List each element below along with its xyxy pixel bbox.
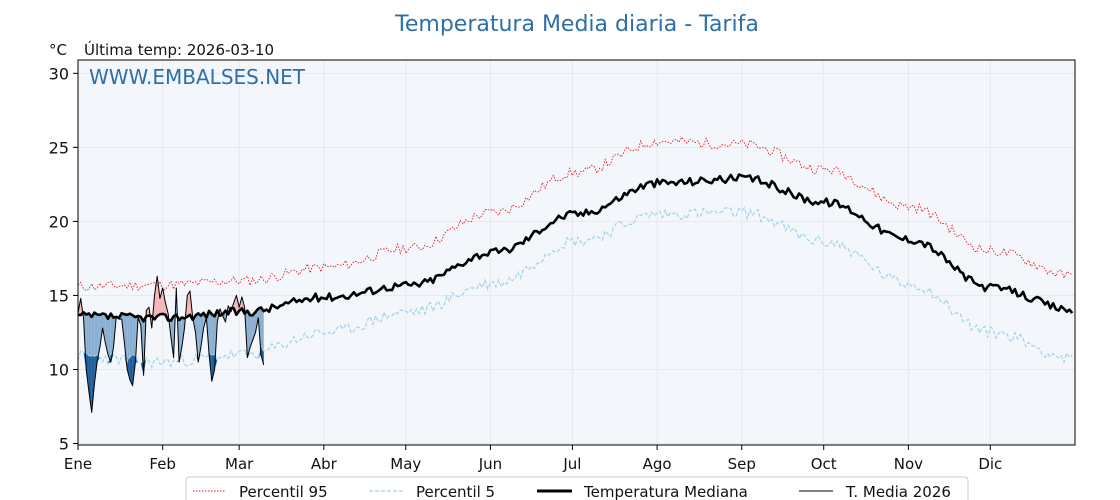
fill-below-median (247, 310, 251, 358)
fill-below-median (99, 313, 103, 348)
plot-frame (77, 59, 1076, 446)
legend-label-current: T. Media 2026 (845, 483, 951, 500)
fill-above-median (187, 291, 190, 317)
x-tick-label: Ago (643, 455, 672, 473)
chart-title: Temperatura Media diaria - Tarifa (394, 12, 759, 37)
fill-below-p5 (91, 356, 95, 413)
series-lines (77, 136, 1074, 413)
last-temp-label: Última temp: 2026-03-10 (84, 40, 274, 59)
x-tick-label: Feb (149, 455, 176, 473)
legend: Percentil 95 Percentil 5 Temperatura Med… (185, 476, 969, 500)
fill-below-p5 (261, 346, 264, 366)
y-tick-label: 25 (49, 138, 69, 157)
fill-below-p5 (129, 355, 133, 386)
x-tick-label: May (390, 455, 421, 473)
month-bands (78, 60, 1075, 445)
fill-below-median (170, 316, 174, 358)
y-tick-label: 5 (59, 435, 69, 454)
grid-lines (77, 60, 1075, 445)
series-line-percentil-95 (77, 136, 1073, 292)
legend-label-p5: Percentil 5 (416, 483, 495, 500)
series-line-t-media-2026 (77, 275, 265, 413)
fill-below-p5 (88, 355, 92, 413)
y-tick-label: 30 (49, 64, 69, 83)
month-band (239, 60, 406, 445)
unit-label: °C (49, 41, 67, 59)
fill-below-p5 (127, 356, 130, 380)
fill-above-median (154, 276, 158, 320)
fill-above-median (162, 288, 166, 315)
x-tick-label: Ene (64, 455, 92, 473)
fill-below-p5 (211, 354, 215, 382)
month-band (741, 60, 909, 445)
x-tick-label: Jul (562, 455, 581, 473)
series-line-temperatura-mediana (77, 173, 1074, 323)
x-tick-label: Mar (225, 455, 254, 473)
legend-box (185, 476, 969, 500)
fill-below-median (124, 314, 128, 370)
watermark: WWW.EMBALSES.NET (89, 65, 306, 89)
y-tick-label: 20 (49, 212, 69, 231)
fill-above-median (146, 307, 150, 317)
legend-label-p95: Percentil 95 (239, 483, 328, 500)
month-band (78, 60, 240, 445)
legend-label-median: Temperatura Mediana (583, 483, 748, 500)
fill-above-median (157, 276, 160, 316)
x-tick-label: Abr (311, 455, 338, 473)
fill-below-median (250, 315, 253, 348)
fill-below-median (102, 313, 106, 343)
x-axis: Ene Feb Mar Abr May Jun Jul Ago Sep Oct Nov Dic (64, 445, 1002, 473)
x-tick-label: Dic (978, 455, 1002, 473)
y-tick-label: 15 (49, 286, 69, 305)
fill-above-median (159, 288, 163, 315)
y-tick-label: 10 (49, 360, 69, 379)
x-tick-label: Sep (728, 455, 756, 473)
fill-below-p5 (244, 349, 248, 358)
y-axis: 5 10 15 20 25 30 (49, 64, 78, 454)
fill-below-median (108, 313, 111, 363)
x-tick-label: Nov (894, 455, 923, 473)
x-tick-label: Jun (478, 455, 502, 473)
x-tick-label: Oct (811, 455, 837, 473)
